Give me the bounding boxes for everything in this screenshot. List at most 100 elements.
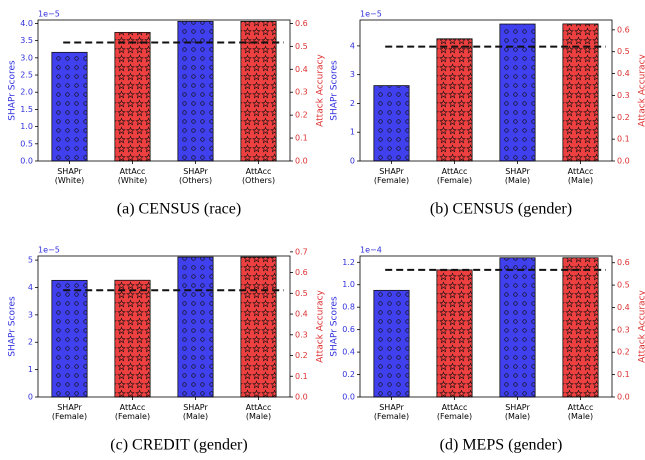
y2-tick-label: 0.7: [295, 247, 308, 256]
bar-hatch: [51, 52, 88, 161]
y2-tick-label: 0.2: [617, 348, 630, 357]
x-tick-label: AttAcc (Female): [437, 167, 472, 185]
bar-hatch: [177, 21, 214, 161]
plot-frame: [37, 255, 291, 398]
bar-hatch: [562, 257, 599, 397]
plot-frame: [359, 19, 613, 162]
y-tick-label: 3.0: [20, 53, 33, 62]
y2-tick-label: 0.1: [617, 135, 630, 144]
y2-tick-label: 0.5: [617, 47, 630, 56]
bar-hatch: [373, 290, 410, 397]
axis-offset: 1e−5: [38, 10, 60, 19]
y-tick-label: 3.5: [20, 36, 33, 45]
bar-hatch: [114, 32, 151, 161]
caption: (a) CENSUS (race): [117, 201, 241, 218]
y2-tick-label: 0.3: [617, 91, 630, 100]
x-tick-label: SHAPr (Female): [374, 403, 409, 421]
y-tick-label: 0.4: [342, 348, 355, 357]
caption: (b) CENSUS (gender): [430, 201, 572, 218]
plot-frame: [37, 19, 291, 162]
x-tick-label: SHAPr (White): [55, 167, 85, 185]
y2-tick-label: 0.3: [295, 88, 308, 97]
y-tick-label: 0.5: [20, 139, 33, 148]
y-tick-label: 0.0: [20, 157, 33, 166]
x-tick-label: SHAPr (Female): [374, 167, 409, 185]
y2-tick-label: 0.6: [295, 268, 308, 277]
bar-hatch: [114, 280, 151, 397]
y-tick-label: 2: [350, 99, 355, 108]
y-axis-label: SHAPr Scores: [330, 60, 340, 121]
y2-axis-label: Attack Accuracy: [638, 289, 645, 362]
y2-tick-label: 0.4: [617, 69, 630, 78]
y-tick-label: 1: [28, 365, 33, 374]
y-tick-label: 1.0: [342, 280, 355, 289]
y-tick-label: 1.5: [20, 105, 33, 114]
y-tick-label: 4: [350, 41, 355, 50]
y-tick-label: 3: [350, 70, 355, 79]
x-tick-label: SHAPr (Male): [505, 403, 531, 421]
y-tick-label: 0.0: [342, 393, 355, 402]
y-tick-label: 2.5: [20, 71, 33, 80]
y2-tick-label: 0.0: [617, 393, 630, 402]
y2-axis-label: Attack Accuracy: [316, 289, 326, 362]
bar-hatch: [562, 23, 599, 162]
x-tick-label: SHAPr (Female): [52, 403, 87, 421]
y2-axis-label: Attack Accuracy: [638, 53, 645, 126]
y-tick-label: 4.0: [20, 19, 33, 28]
y-tick-label: 2: [28, 338, 33, 347]
y2-tick-label: 0.0: [617, 157, 630, 166]
y-tick-label: 0.2: [342, 370, 355, 379]
subplot: SHAPr (Female) AttAcc (Female) SHAPr (Male) At…: [330, 246, 645, 454]
y2-tick-label: 0.1: [295, 372, 308, 381]
y-tick-label: 0.8: [342, 303, 355, 312]
y2-tick-label: 0.2: [295, 111, 308, 120]
bar-hatch: [51, 280, 88, 397]
y2-tick-label: 0.5: [295, 42, 308, 51]
y2-tick-label: 0.3: [295, 330, 308, 339]
subplot: SHAPr (White) AttAcc (White) SHAPr (Others) At…: [8, 10, 326, 218]
y2-tick-label: 0.4: [617, 303, 630, 312]
y-tick-label: 0.6: [342, 325, 355, 334]
bar-hatch: [436, 269, 473, 397]
x-tick-label: SHAPr (Male): [505, 167, 531, 185]
y2-tick-label: 0.2: [617, 113, 630, 122]
y2-tick-label: 0.3: [617, 325, 630, 334]
bar-hatch: [373, 85, 410, 161]
subplot: SHAPr (Female) AttAcc (Female) SHAPr (Male) At…: [8, 246, 326, 454]
y2-tick-label: 0.5: [295, 289, 308, 298]
plot-frame: [359, 255, 613, 398]
bar-hatch: [177, 257, 214, 397]
x-tick-label: SHAPr (Others): [179, 167, 212, 185]
y2-tick-label: 0.6: [295, 19, 308, 28]
y-tick-label: 1.2: [342, 258, 355, 267]
y-tick-label: 5: [28, 256, 33, 265]
y-tick-label: 3: [28, 310, 33, 319]
x-tick-label: AttAcc (Female): [437, 403, 472, 421]
caption: (d) MEPS (gender): [440, 437, 563, 454]
y-tick-label: 2.0: [20, 88, 33, 97]
x-tick-label: AttAcc (Female): [115, 403, 150, 421]
y2-tick-label: 0.4: [295, 310, 308, 319]
y-tick-label: 0: [28, 393, 33, 402]
x-tick-label: AttAcc (Male): [246, 403, 272, 421]
x-tick-label: SHAPr (Male): [183, 403, 209, 421]
caption: (c) CREDIT (gender): [110, 437, 247, 454]
bar-hatch: [499, 257, 536, 397]
subplot: SHAPr (Female) AttAcc (Female) SHAPr (Male) At…: [330, 10, 645, 218]
y2-tick-label: 0.1: [617, 370, 630, 379]
y2-axis-label: Attack Accuracy: [316, 53, 326, 126]
x-tick-label: AttAcc (Male): [568, 403, 594, 421]
y-tick-label: 1.0: [20, 122, 33, 131]
y2-tick-label: 0.0: [295, 393, 308, 402]
y2-tick-label: 0.4: [295, 65, 308, 74]
y-axis-label: SHAPr Scores: [8, 296, 18, 357]
x-tick-label: AttAcc (White): [118, 167, 148, 185]
bar-hatch: [240, 21, 277, 161]
y2-tick-label: 0.2: [295, 351, 308, 360]
x-tick-label: AttAcc (Others): [242, 167, 275, 185]
y-tick-label: 1: [350, 128, 355, 137]
y2-tick-label: 0.5: [617, 281, 630, 290]
axis-offset: 1e−4: [360, 246, 382, 255]
